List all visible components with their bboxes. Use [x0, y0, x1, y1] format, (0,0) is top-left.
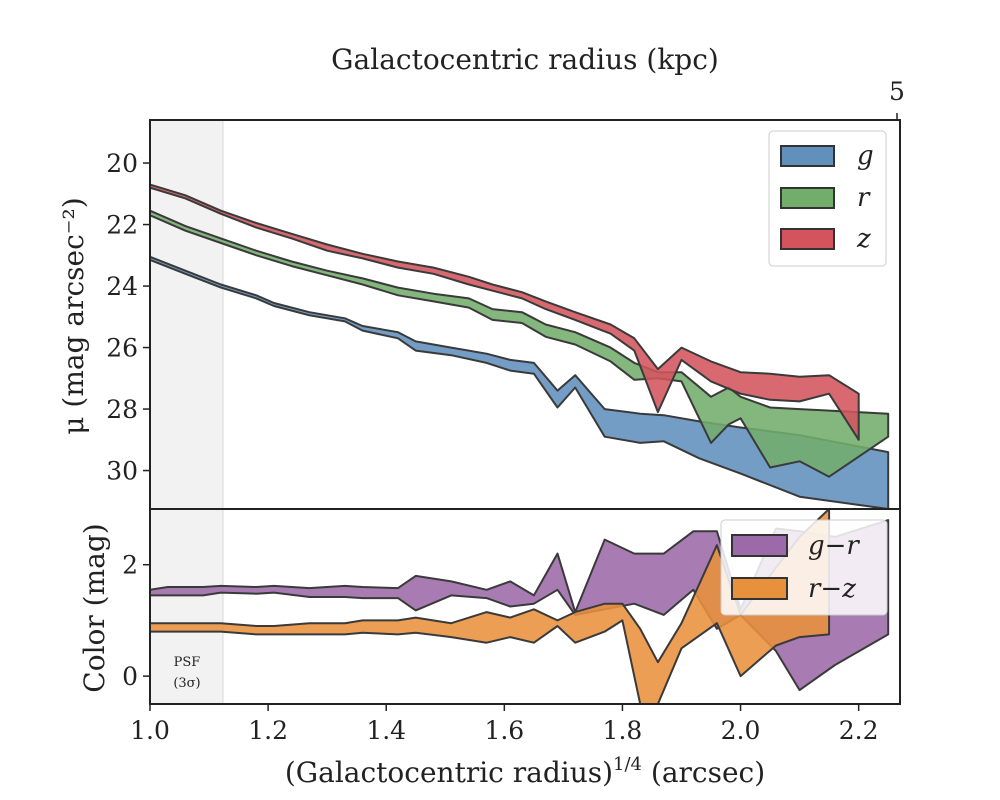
psf-annotation-line2: (3σ) [173, 676, 200, 691]
psf-shaded-region-bottom [149, 508, 224, 705]
x-tick-label: 1.2 [248, 716, 288, 745]
x-tick-label: 1.6 [484, 716, 524, 745]
y-tick-label-top: 24 [106, 272, 138, 301]
psf-annotation-line1: PSF [174, 655, 201, 670]
legend-swatch-r [780, 187, 835, 209]
y-axis-title-top: μ (mag arcsec⁻²) [57, 197, 90, 434]
band-g-r [150, 519, 890, 692]
x-tick-label: 1.8 [603, 716, 643, 745]
y-tick-label-top: 22 [106, 211, 138, 240]
top-x-tick-label: 5 [889, 77, 905, 106]
x-tick-label: 2.0 [721, 716, 761, 745]
legend-label-z: z [856, 224, 871, 254]
psf-shaded-region-top [149, 119, 224, 510]
y-tick-label-bottom: 2 [122, 551, 138, 580]
bottom-legend: g−r r−z [720, 519, 888, 616]
y-tick-label-top: 30 [106, 457, 138, 486]
top-axis-title: Galactocentric radius (kpc) [331, 43, 719, 76]
x-axis-title: (Galactocentric radius)1/4 (arcsec) [285, 754, 765, 789]
band-r-z [150, 509, 831, 704]
band-z [150, 183, 860, 441]
x-tick-label: 1.0 [130, 716, 170, 745]
legend-swatch-g-r [731, 534, 788, 557]
y-tick-label-top: 26 [106, 334, 138, 363]
y-tick-label-bottom: 0 [122, 662, 138, 691]
legend-swatch-r-z [731, 577, 788, 600]
color-panel: 0 2 1.0 1.2 1.4 1.6 1.8 2.0 2.2 PSF (3σ) Color … [78, 508, 901, 789]
x-tick-label: 1.4 [366, 716, 406, 745]
legend-label-g: g [857, 141, 874, 171]
legend-label-r-z: r−z [808, 574, 856, 604]
legend-label-g-r: g−r [808, 531, 860, 561]
y-tick-label-top: 20 [106, 149, 138, 178]
band-r [150, 209, 890, 478]
legend-swatch-z [780, 228, 835, 250]
legend-label-r: r [857, 183, 871, 213]
top-legend: g r z [768, 130, 887, 267]
y-axis-title-bottom: Color (mag) [78, 523, 111, 692]
y-tick-label-top: 28 [106, 395, 138, 424]
bottom-plot-frame [149, 508, 901, 705]
legend-swatch-g [780, 145, 835, 167]
band-g [150, 255, 890, 509]
x-tick-label: 2.2 [839, 716, 879, 745]
